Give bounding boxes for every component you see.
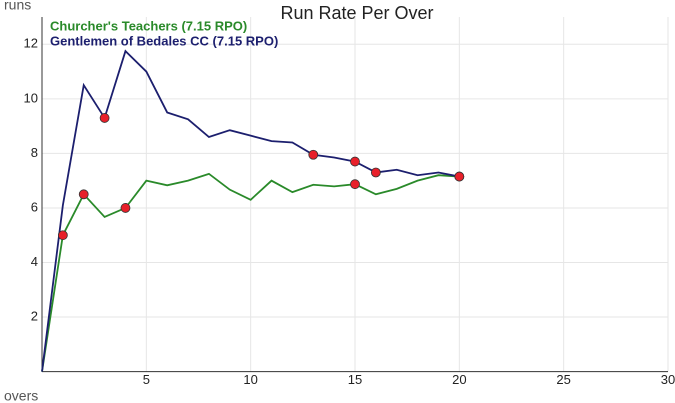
x-tick-label: 15: [348, 372, 362, 387]
y-tick-label: 8: [31, 145, 38, 160]
wicket-dot: [99, 113, 110, 123]
wicket-dot: [78, 189, 89, 200]
wicket-dot: [370, 167, 381, 178]
series-line: [41, 49, 460, 372]
wicket-dot: [454, 171, 465, 182]
x-tick-label: 30: [661, 372, 675, 387]
y-tick-label: 12: [24, 36, 38, 51]
wicket-dot: [57, 230, 68, 241]
x-tick-label: 25: [556, 372, 570, 387]
x-tick-label: 20: [452, 372, 466, 387]
legend-entry: Gentlemen of Bedales CC (7.15 RPO): [50, 33, 278, 48]
wicket-dot: [120, 203, 131, 213]
y-tick-label: 10: [24, 90, 38, 105]
x-axis-label: overs: [4, 388, 38, 403]
x-tick-label: 5: [143, 372, 150, 387]
series-line: [41, 172, 460, 372]
x-tick-label: 10: [243, 372, 257, 387]
y-tick-label: 6: [31, 199, 38, 214]
legend-entry: Churcher's Teachers (7.15 RPO): [50, 18, 247, 33]
y-tick-label: 4: [31, 254, 38, 269]
wicket-dot: [350, 179, 360, 190]
y-tick-label: 2: [31, 308, 38, 323]
chart-title: Run Rate Per Over: [280, 3, 433, 23]
wicket-dot: [350, 156, 360, 167]
wicket-dot: [308, 149, 319, 160]
y-axis-label: runs: [4, 0, 31, 13]
